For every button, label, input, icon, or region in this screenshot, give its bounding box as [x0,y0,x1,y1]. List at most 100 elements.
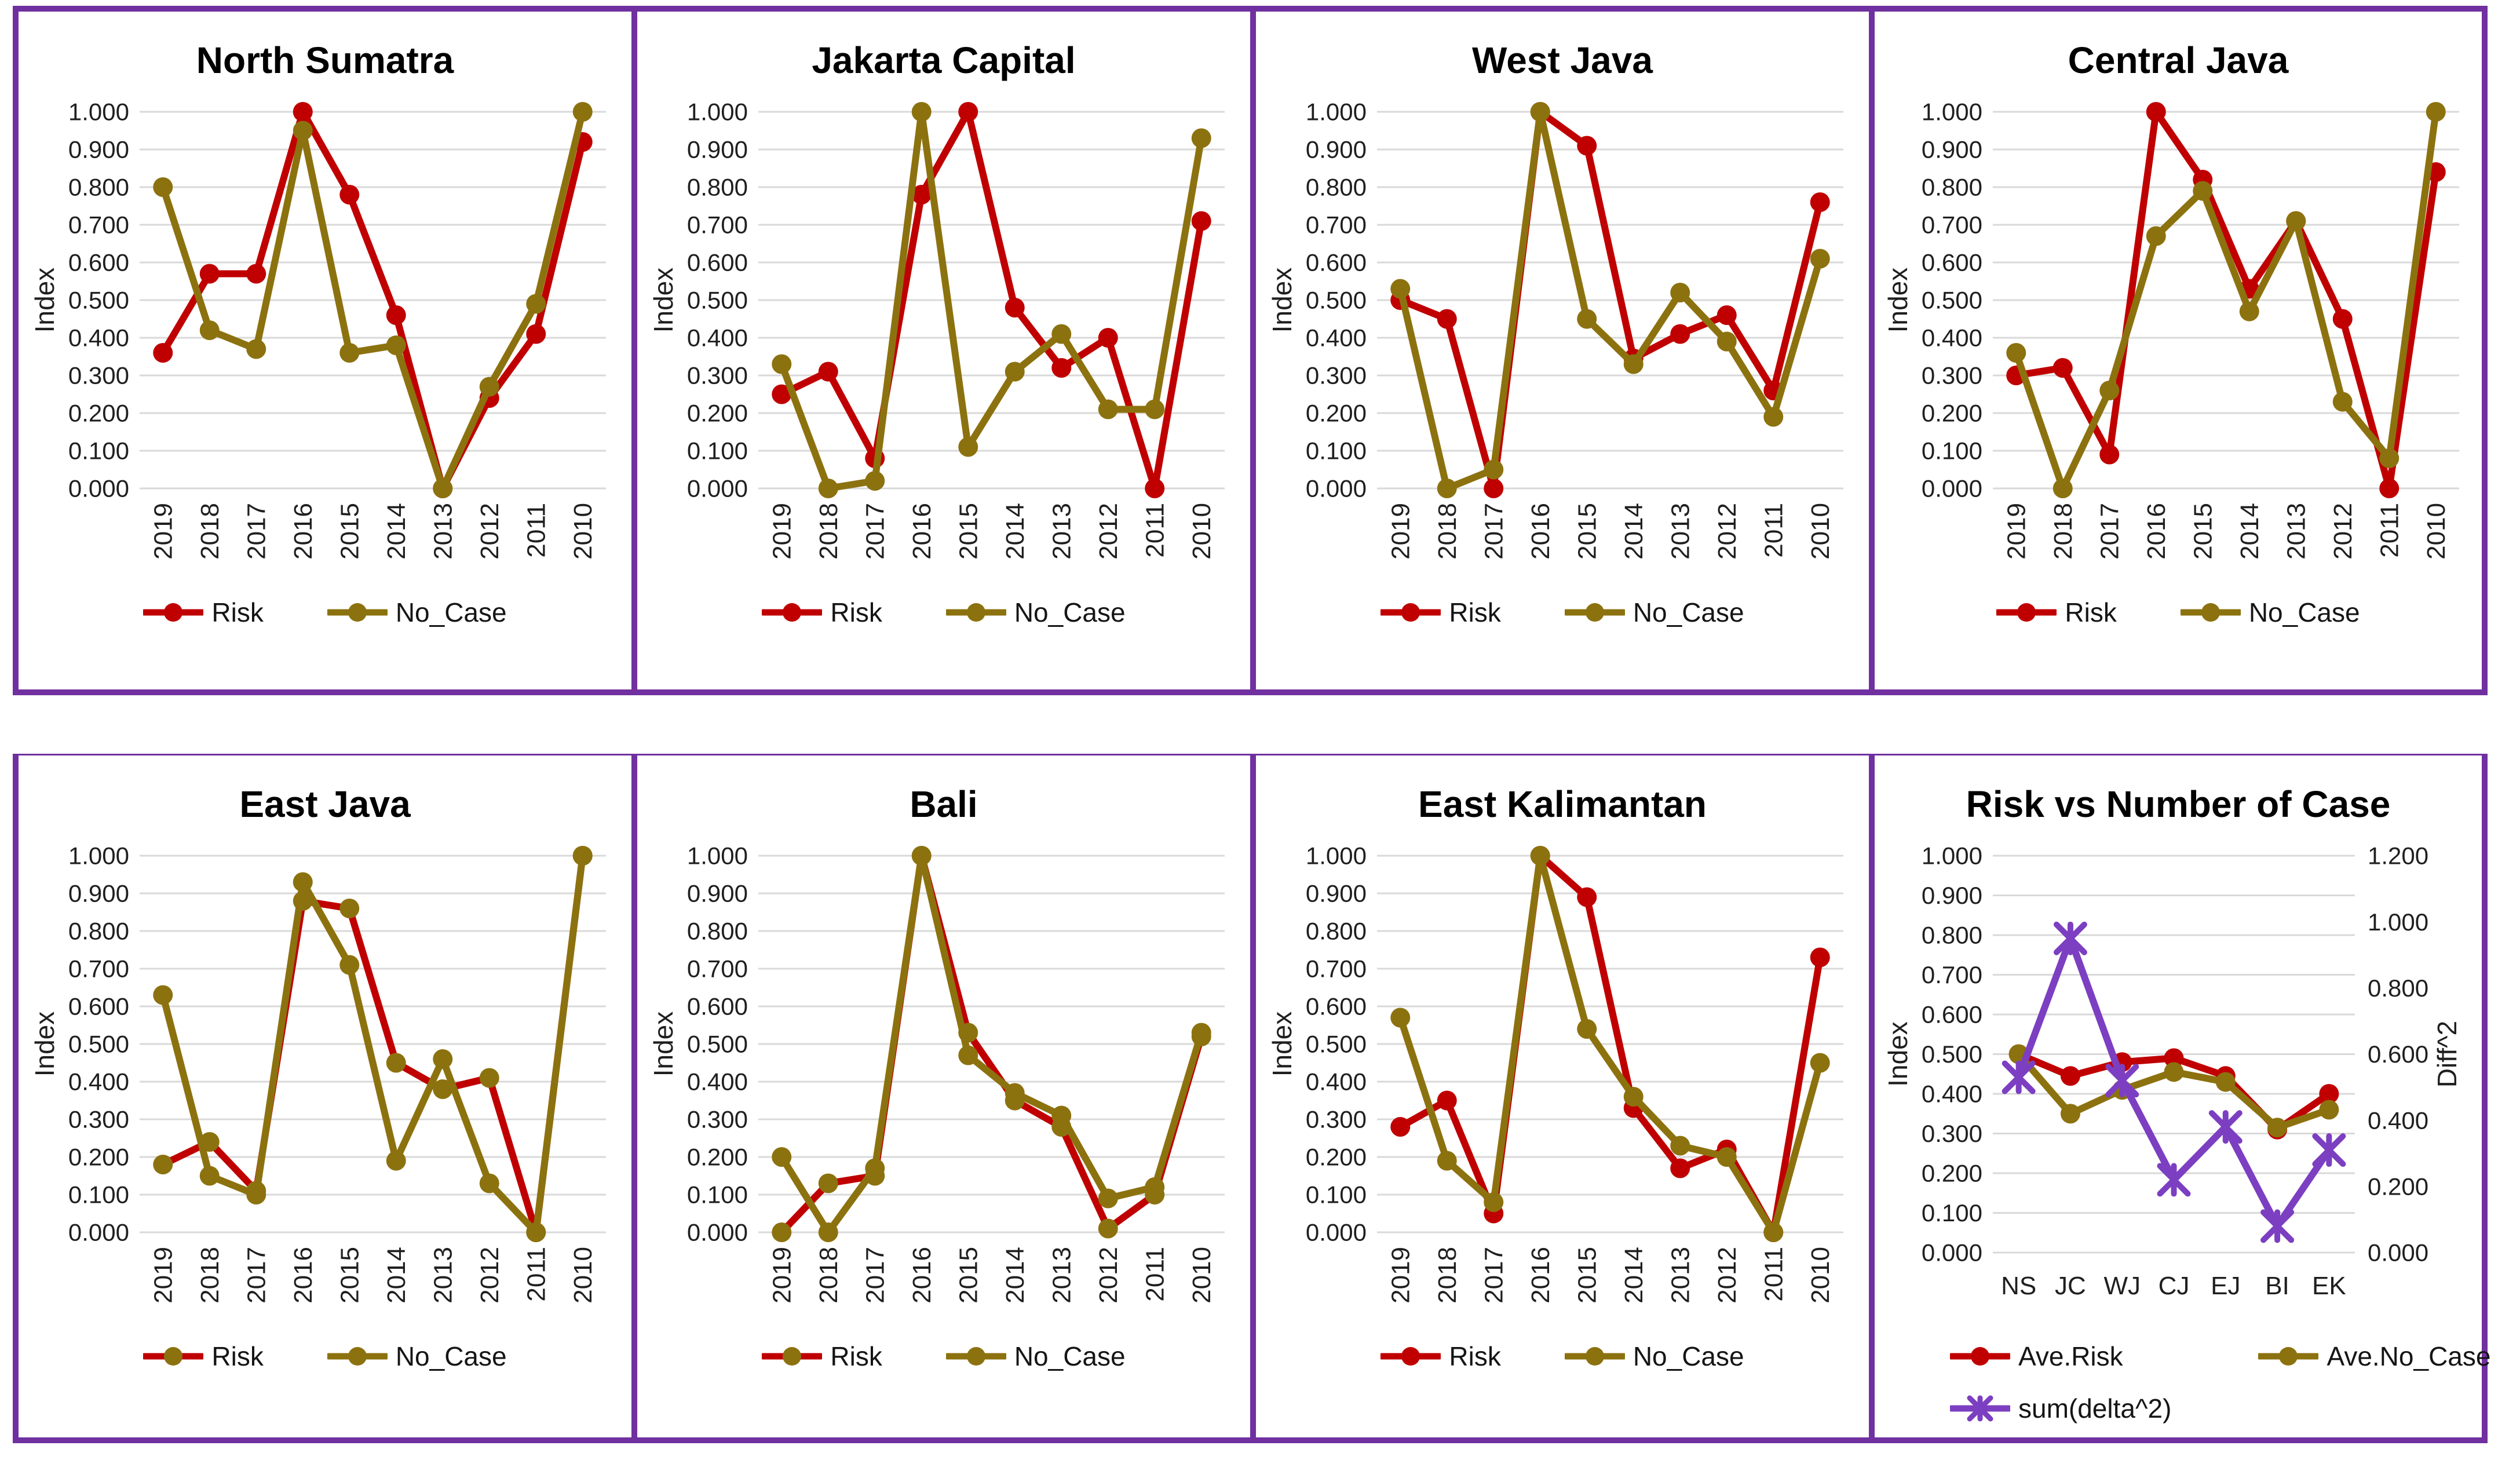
circle-marker [1098,399,1118,419]
circle-marker [1484,478,1504,498]
x-axis-tick-label: 2010 [1806,1247,1835,1304]
y-axis-tick-label: 0.900 [1922,882,1982,909]
x-axis-tick-label: 2017 [1480,1247,1509,1304]
plot-west-java: 0.000 0.100 0.200 0.300 0.400 0.500 0.600 0.700… [1267,98,1843,560]
chart-title: North Sumatra [196,39,454,81]
y-axis-tick-label: 0.100 [1306,1181,1367,1208]
circle-marker [1623,354,1644,374]
circle-marker [1051,357,1072,378]
y-axis-tick-label: 0.600 [1922,249,1982,276]
x-axis-tick-label: 2014 [1620,503,1648,560]
circle-marker [153,1154,173,1174]
x-axis-tick-label: 2017 [861,1247,890,1304]
legend-swatch-risk [143,1346,204,1366]
circle-marker [911,184,932,205]
chart-title: Bali [910,783,978,825]
x-axis-tick-label: 2019 [768,1247,797,1304]
x-axis-tick-label: 2012 [1094,1247,1123,1304]
legend-marker [1401,603,1420,622]
y-axis-tick-label: 0.700 [1922,961,1982,988]
legend-swatch-no-case [327,603,388,622]
x-axis-tick-label: 2011 [1760,503,1788,558]
legend-marker [164,1346,183,1366]
legend-marker [164,603,183,622]
y-axis-tick-label: 0.400 [1306,324,1367,351]
chart-title: Central Java [2068,39,2289,81]
y-axis-tick-label: 1.000 [1922,98,1982,125]
y-axis-tick-label: 0.000 [1306,474,1367,502]
y-axis-title: Index [648,267,678,333]
circle-marker [1098,1188,1118,1209]
x-axis-tick-label: 2010 [569,1247,597,1304]
circle-marker [911,845,932,866]
x-axis-tick-label: 2017 [861,503,890,560]
y-axis-tick-label: 0.800 [68,173,129,200]
y-axis-tick-label: 1.000 [68,842,129,869]
circle-marker [1577,1019,1597,1039]
legend-swatch-no-case [1564,1346,1625,1366]
legend: Risk No_Case [762,597,1126,628]
y-axis-tick-label: 0.600 [1922,1001,1982,1028]
circle-marker [772,1222,792,1242]
y-axis-tick-label: 0.400 [1306,1068,1367,1095]
y-axis-tick-label: 0.400 [1922,324,1982,351]
circle-marker [1810,1053,1830,1073]
x-axis-tick-label: 2016 [908,1247,936,1304]
circle-marker [479,1068,499,1088]
circle-marker [433,1079,453,1099]
secondary-y-axis-tick-label: 1.000 [2368,908,2428,935]
series-markers-sum-delta-2 [2002,921,2346,1243]
circle-marker [153,985,173,1005]
legend-item-no-case: No_Case [327,1341,507,1372]
circle-marker [1670,324,1690,344]
y-axis-tick-label: 0.600 [687,992,748,1020]
circle-marker [818,478,838,498]
x-axis-tick-label: 2012 [476,1247,504,1304]
x-axis-tick-label: 2012 [1713,1247,1741,1304]
circle-marker [2286,211,2306,231]
x-axis-tick-label: 2018 [196,503,224,560]
circle-marker [958,437,978,457]
circle-marker [1005,297,1025,317]
y-axis-tick-label: 0.400 [68,1068,129,1095]
x-axis-tick-label: 2013 [429,503,458,560]
y-axis-tick-label: 0.800 [687,173,748,200]
legend-item-risk: Risk [762,1341,882,1372]
legend-swatch-no-case [1564,603,1625,622]
circle-marker [1763,407,1784,427]
chart-title: Risk vs Number of Case [1966,783,2391,825]
y-axis-tick-label: 0.300 [687,1105,748,1133]
legend-marker [783,1346,802,1366]
x-axis-tick-label: 2013 [429,1247,458,1304]
chart-title: West Java [1472,39,1653,81]
legend-swatch-ave-no-case [2258,1346,2319,1366]
circle-marker [1530,845,1550,866]
series-line-risk [778,852,1205,1236]
secondary-y-axis-tick-label: 0.800 [2368,974,2428,1002]
y-axis-tick-label: 0.800 [1306,917,1367,944]
y-axis-tick-label: 0.000 [1922,474,1982,502]
circle-marker [2319,1099,2339,1119]
legend-marker [966,1346,985,1366]
circle-marker [1191,128,1211,148]
series-line-no-case [778,108,1205,492]
panel-jakarta-capital: Jakarta Capital 0.000 0.100 0.200 0.300 0.400… [631,6,1250,695]
circle-marker [1437,478,1457,498]
legend-marker [2279,1346,2298,1366]
legend: Risk No_Case [1380,1341,1744,1372]
circle-marker [958,101,978,122]
legend-label: Risk [1449,597,1501,627]
circle-marker [572,845,593,866]
y-axis-tick-label: 0.500 [687,286,748,313]
x-axis-tick-label: WJ [2103,1272,2141,1300]
x-axis-tick-label: 2013 [1048,503,1076,560]
circle-marker [958,1045,978,1065]
y-axis-tick-label: 0.200 [1306,1143,1367,1170]
legend-marker [1585,1346,1604,1366]
series-markers-no-case [153,845,593,1242]
y-axis-tick-label: 0.200 [68,399,129,426]
series-markers-no-case [772,101,1211,498]
legend-marker [2201,603,2220,622]
y-axis-tick-label: 0.800 [1922,921,1982,948]
legend: Risk No_Case [143,597,507,628]
